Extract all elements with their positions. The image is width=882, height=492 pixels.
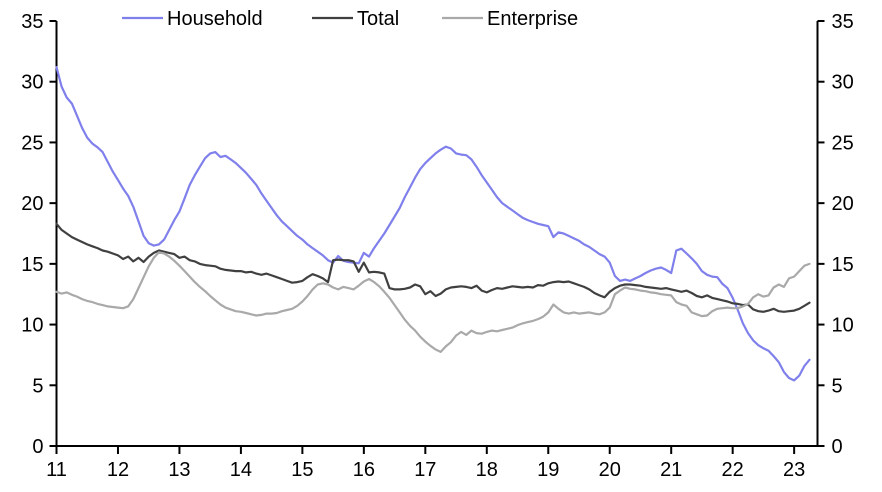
x-tick-label: 13 [168,459,190,481]
y-tick-label-left: 25 [21,132,43,154]
y-tick-label-right: 25 [832,132,854,154]
x-tick-label: 18 [476,459,498,481]
x-tick-label: 21 [660,459,682,481]
y-tick-label-left: 0 [32,436,43,458]
y-tick-label-left: 15 [21,254,43,276]
y-tick-label-left: 20 [21,193,43,215]
y-tick-label-right: 0 [832,436,843,458]
x-tick-label: 22 [722,459,744,481]
x-tick-label: 17 [414,459,436,481]
x-tick-label: 16 [353,459,375,481]
x-tick-label: 15 [291,459,313,481]
legend-label-household: Household [167,8,263,30]
y-tick-label-right: 10 [832,315,854,337]
y-tick-label-left: 30 [21,72,43,94]
y-tick-label-left: 35 [21,11,43,33]
x-tick-label: 20 [599,459,621,481]
y-tick-label-right: 20 [832,193,854,215]
y-tick-label-right: 30 [832,72,854,94]
x-tick-label: 11 [46,459,67,481]
y-tick-label-left: 10 [21,315,43,337]
x-tick-label: 14 [230,459,252,481]
y-tick-label-right: 5 [832,375,843,397]
y-tick-label-right: 35 [832,11,854,33]
series-line-enterprise [55,251,811,353]
x-tick-label: 23 [783,459,805,481]
legend-label-enterprise: Enterprise [487,8,578,30]
series-line-total [55,222,811,313]
y-tick-label-right: 15 [832,254,854,276]
legend-label-total: Total [357,8,399,30]
x-tick-label: 19 [537,459,559,481]
series-line-household [55,65,811,382]
x-tick-label: 12 [107,459,129,481]
y-tick-label-left: 5 [32,375,43,397]
